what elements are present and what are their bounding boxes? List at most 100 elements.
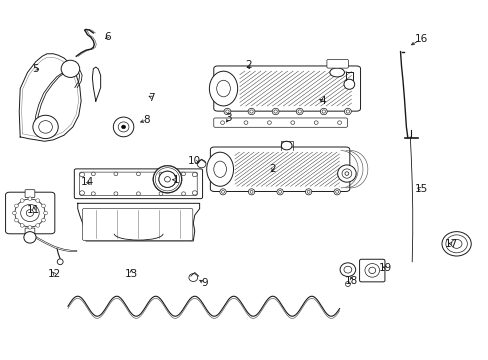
- Text: 14: 14: [81, 177, 94, 187]
- FancyBboxPatch shape: [210, 147, 349, 192]
- Ellipse shape: [306, 190, 309, 193]
- Ellipse shape: [80, 191, 84, 195]
- Ellipse shape: [344, 172, 348, 175]
- Ellipse shape: [91, 172, 95, 176]
- Ellipse shape: [296, 108, 303, 115]
- FancyBboxPatch shape: [74, 169, 202, 199]
- FancyBboxPatch shape: [359, 259, 384, 282]
- Ellipse shape: [249, 110, 253, 113]
- Ellipse shape: [267, 121, 271, 125]
- Ellipse shape: [20, 204, 39, 222]
- Ellipse shape: [114, 172, 118, 176]
- Ellipse shape: [343, 79, 354, 89]
- Ellipse shape: [41, 204, 45, 208]
- Text: 8: 8: [143, 115, 150, 125]
- Ellipse shape: [181, 172, 185, 176]
- Ellipse shape: [281, 141, 291, 150]
- Text: 2: 2: [269, 164, 276, 174]
- Ellipse shape: [322, 110, 325, 113]
- Ellipse shape: [344, 108, 350, 115]
- Text: 13: 13: [124, 269, 138, 279]
- Ellipse shape: [221, 190, 224, 193]
- FancyBboxPatch shape: [82, 208, 192, 240]
- Ellipse shape: [159, 171, 176, 187]
- Ellipse shape: [278, 190, 281, 193]
- Text: 17: 17: [444, 239, 457, 249]
- Ellipse shape: [216, 80, 230, 97]
- Text: 5: 5: [32, 64, 39, 74]
- Ellipse shape: [91, 192, 95, 195]
- Ellipse shape: [136, 172, 140, 176]
- Ellipse shape: [441, 231, 470, 256]
- Ellipse shape: [244, 121, 247, 125]
- Ellipse shape: [15, 199, 45, 227]
- Ellipse shape: [80, 172, 84, 177]
- Text: 6: 6: [104, 32, 111, 41]
- Text: 15: 15: [413, 184, 427, 194]
- Ellipse shape: [122, 125, 125, 129]
- Text: 19: 19: [379, 263, 392, 273]
- Ellipse shape: [164, 177, 170, 182]
- Ellipse shape: [346, 110, 349, 113]
- Ellipse shape: [15, 219, 19, 222]
- Text: 10: 10: [188, 156, 201, 166]
- Ellipse shape: [248, 189, 254, 195]
- Ellipse shape: [335, 190, 338, 193]
- FancyBboxPatch shape: [25, 190, 35, 198]
- Ellipse shape: [345, 282, 349, 287]
- Ellipse shape: [224, 108, 230, 115]
- Text: 4: 4: [319, 96, 325, 106]
- Ellipse shape: [61, 60, 80, 77]
- Ellipse shape: [314, 121, 318, 125]
- Ellipse shape: [114, 192, 118, 195]
- Ellipse shape: [305, 189, 311, 195]
- Ellipse shape: [159, 172, 163, 176]
- Text: 2: 2: [244, 59, 251, 69]
- Ellipse shape: [329, 68, 344, 77]
- Text: 12: 12: [48, 269, 61, 279]
- Text: 7: 7: [148, 93, 155, 103]
- Ellipse shape: [247, 108, 254, 115]
- Ellipse shape: [43, 211, 47, 215]
- Ellipse shape: [290, 121, 294, 125]
- Text: 11: 11: [27, 206, 41, 216]
- Ellipse shape: [273, 110, 277, 113]
- Ellipse shape: [26, 210, 34, 216]
- Ellipse shape: [220, 121, 224, 125]
- Ellipse shape: [220, 189, 226, 195]
- Text: 18: 18: [345, 276, 358, 286]
- Ellipse shape: [339, 263, 355, 276]
- Ellipse shape: [320, 108, 326, 115]
- Ellipse shape: [337, 165, 355, 182]
- Ellipse shape: [113, 117, 134, 137]
- FancyBboxPatch shape: [80, 172, 197, 195]
- Ellipse shape: [15, 204, 19, 208]
- Ellipse shape: [28, 226, 32, 229]
- Ellipse shape: [209, 71, 237, 106]
- Ellipse shape: [118, 122, 129, 132]
- Ellipse shape: [188, 274, 197, 282]
- Ellipse shape: [57, 259, 63, 265]
- Ellipse shape: [24, 231, 36, 243]
- Ellipse shape: [36, 224, 40, 227]
- FancyBboxPatch shape: [5, 192, 55, 234]
- Polygon shape: [92, 67, 101, 101]
- Ellipse shape: [368, 267, 375, 274]
- FancyBboxPatch shape: [25, 228, 35, 236]
- Ellipse shape: [206, 152, 233, 186]
- Polygon shape: [78, 203, 199, 241]
- Ellipse shape: [41, 219, 45, 222]
- Ellipse shape: [192, 172, 197, 177]
- Ellipse shape: [341, 169, 351, 178]
- Ellipse shape: [28, 197, 32, 201]
- Ellipse shape: [297, 110, 301, 113]
- Polygon shape: [19, 54, 81, 141]
- Text: 3: 3: [225, 113, 232, 123]
- Ellipse shape: [36, 199, 40, 202]
- Ellipse shape: [197, 160, 205, 168]
- Text: 9: 9: [201, 278, 207, 288]
- Ellipse shape: [153, 166, 181, 193]
- Ellipse shape: [159, 192, 163, 195]
- Ellipse shape: [225, 110, 229, 113]
- FancyBboxPatch shape: [213, 118, 346, 127]
